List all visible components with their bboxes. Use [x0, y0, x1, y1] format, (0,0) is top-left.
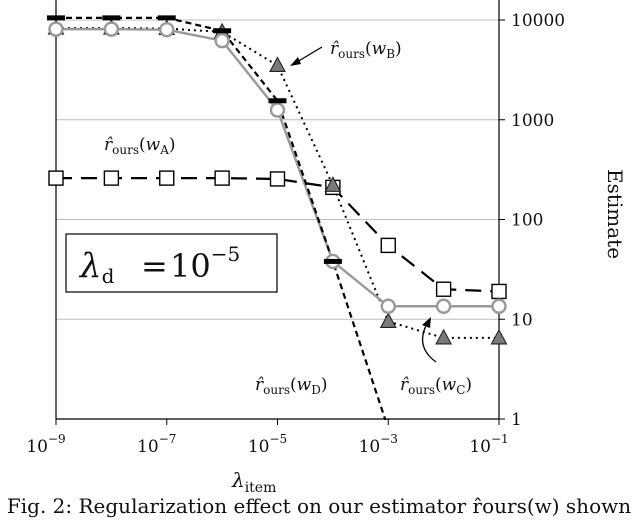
- x-tick-label: 10−1: [469, 432, 508, 457]
- lambda-d-equals: =: [141, 247, 168, 285]
- x-tick-label: 10−3: [359, 432, 398, 457]
- x-tick-label: 10−7: [137, 432, 176, 457]
- series-markers: [47, 15, 508, 345]
- annotation-arrows: [290, 46, 437, 363]
- arrow-to-c-head: [422, 317, 431, 328]
- marker-c: [269, 102, 286, 118]
- x-tick-labels: 10−9 10−7 10−5 10−3 10−1: [26, 419, 509, 457]
- arrow-to-b-head: [290, 57, 301, 66]
- marker-c: [380, 298, 396, 314]
- marker-c: [214, 33, 230, 49]
- y-tick-label: 10000: [511, 11, 565, 31]
- arrow-to-b: [296, 46, 323, 63]
- lambda-d-lhs: λd: [78, 246, 115, 288]
- series-line-d: [56, 16, 387, 420]
- lambda-d-annotation-box: λd = 10−5: [65, 233, 278, 293]
- x-axis-title: λitem: [231, 468, 276, 494]
- marker-d: [157, 15, 176, 21]
- marker-c: [48, 21, 64, 37]
- x-tick-label: 10−9: [26, 432, 65, 457]
- y-tick-label: 100: [511, 211, 543, 231]
- series-line-a: [56, 177, 499, 293]
- marker-a: [435, 281, 452, 297]
- marker-a: [214, 170, 230, 186]
- marker-c: [103, 21, 120, 37]
- x-tick-label: 10−5: [248, 432, 287, 457]
- marker-a: [159, 170, 175, 186]
- marker-c: [435, 298, 452, 314]
- marker-d: [47, 15, 65, 21]
- marker-b: [379, 312, 397, 329]
- marker-b: [269, 56, 286, 73]
- arrow-to-c: [421, 321, 437, 363]
- marker-b: [490, 328, 508, 345]
- marker-a: [103, 170, 120, 186]
- series-lines: [56, 16, 499, 420]
- y-tick-label: 1: [511, 410, 522, 430]
- marker-d: [213, 28, 232, 34]
- y-tick-labels: 1 10 100 1000 10000: [499, 11, 565, 430]
- series-label-b: r̂ours(wB): [330, 39, 402, 61]
- figure-caption: Fig. 2: Regularization effect on our est…: [6, 494, 632, 518]
- series-label-c: r̂ours(wC): [400, 375, 472, 397]
- marker-a: [491, 283, 507, 300]
- y-tick-label: 1000: [511, 111, 554, 131]
- series-label-a: r̂ours(wA): [104, 135, 176, 157]
- marker-a: [269, 171, 286, 187]
- marker-d: [268, 98, 287, 104]
- marker-b: [435, 328, 453, 345]
- marker-a: [48, 170, 64, 186]
- marker-d: [102, 15, 121, 21]
- marker-d: [323, 258, 342, 264]
- y-axis-title: Estimate: [603, 169, 627, 259]
- marker-b: [324, 176, 342, 192]
- series-label-d: r̂ours(wD): [255, 375, 327, 397]
- marker-c: [159, 21, 175, 38]
- marker-c: [491, 298, 507, 314]
- marker-a: [380, 237, 396, 254]
- regularization-chart: 1 10 100 1000 10000 10−9 10−7 10−5 10−3 10−1 λd …: [26, 0, 627, 494]
- grid-lines: [56, 19, 499, 320]
- lambda-d-rhs: 10−5: [170, 242, 240, 285]
- y-tick-label: 10: [511, 310, 533, 330]
